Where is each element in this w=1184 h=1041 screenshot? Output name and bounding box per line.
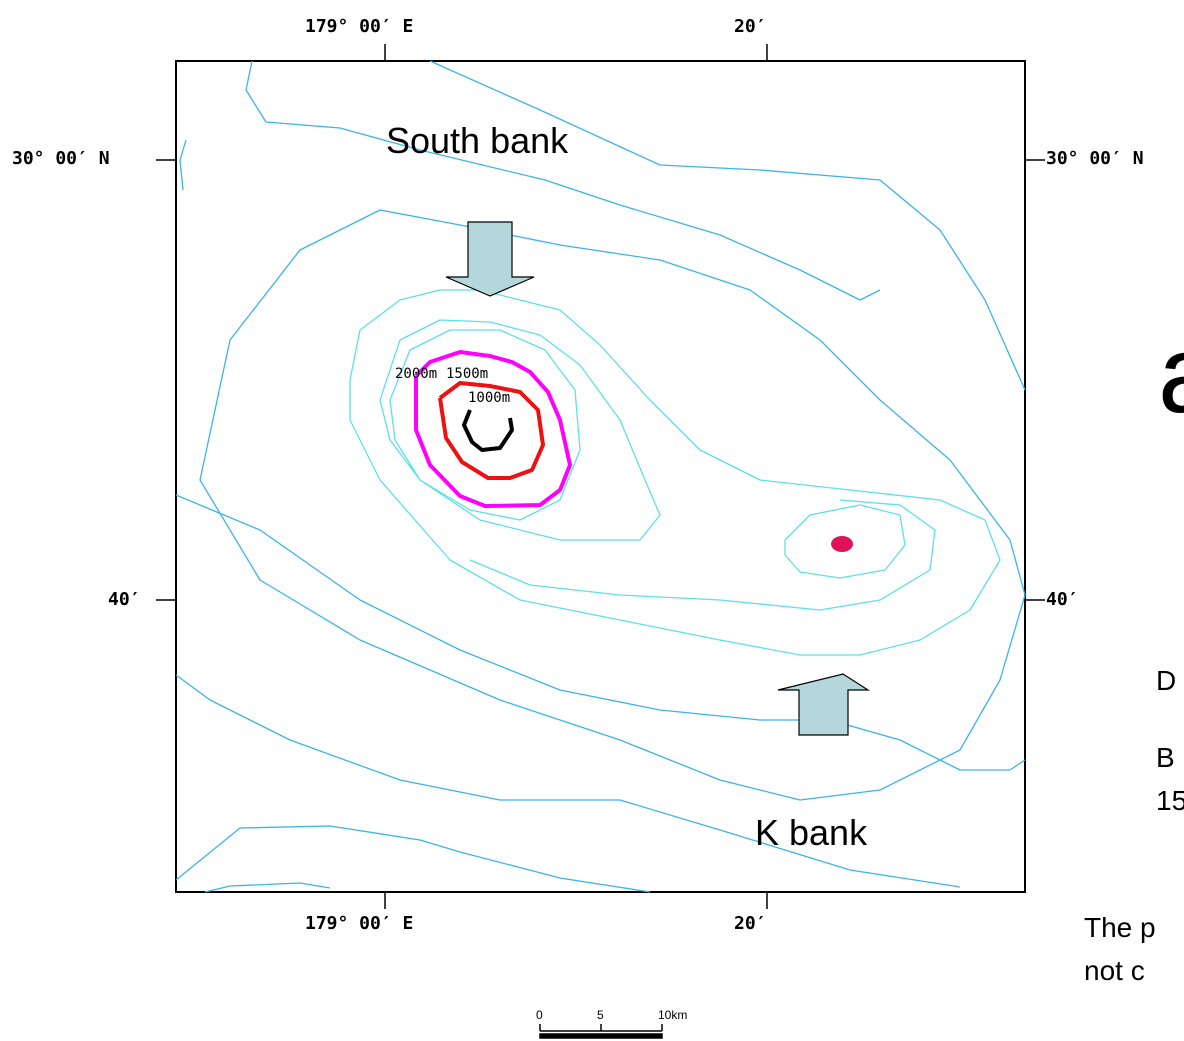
bottom-lon-label-1: 179° 00′ E <box>305 913 414 934</box>
top-lon-label-2: 20′ <box>734 16 767 37</box>
contour-top-left <box>245 60 881 301</box>
contour-ring-3 <box>379 319 661 541</box>
deep-contours <box>175 60 1026 893</box>
contours <box>175 60 1026 893</box>
contour-k-summit <box>784 504 906 579</box>
side-big-letter: a <box>1158 320 1184 430</box>
side-text-15: 15 <box>1156 785 1184 816</box>
contour-1000m <box>462 409 514 452</box>
contour-bottom-1 <box>175 825 651 893</box>
scale-label-0: 0 <box>536 1008 543 1022</box>
map-frame <box>175 60 1026 893</box>
left-lat-label-1: 30° 00′ N <box>12 148 110 169</box>
south-bank-label: South bank <box>386 120 569 161</box>
k-bank-arrow <box>777 673 871 736</box>
axis-ticks <box>156 44 1045 909</box>
contour-label-1500m: 1500m <box>446 366 489 382</box>
summit-dot <box>831 536 853 552</box>
contour-label-2000m: 2000m <box>395 366 438 382</box>
scale-label-10km: 10km <box>658 1008 688 1022</box>
contour-top-right <box>429 60 1026 391</box>
contour-ring-4 <box>389 329 581 521</box>
right-lat-label-2: 40′ <box>1046 589 1079 610</box>
scale-bar <box>539 1024 663 1039</box>
contour-right-k <box>829 719 1026 771</box>
side-text-b: B <box>1156 742 1175 773</box>
contour-ring-1 <box>199 209 1026 801</box>
contour-left-edge <box>179 139 187 191</box>
contour-lower-left <box>175 494 830 721</box>
south-bank-arrow <box>445 221 535 297</box>
side-text-the: The p <box>1084 912 1156 943</box>
contour-ring-2 <box>349 289 1001 656</box>
side-text-d: D <box>1156 665 1177 696</box>
contour-label-1000m: 1000m <box>468 390 511 406</box>
side-text-not: not c <box>1084 955 1145 986</box>
right-lat-label-1: 30° 00′ N <box>1046 148 1144 169</box>
scale-label-5: 5 <box>597 1008 604 1022</box>
bottom-lon-label-2: 20′ <box>734 913 767 934</box>
contour-1500m <box>438 381 545 480</box>
contour-lower-mid <box>175 674 961 888</box>
left-lat-label-2: 40′ <box>108 589 141 610</box>
contour-2000m <box>414 350 572 508</box>
k-bank-label: K bank <box>755 812 868 853</box>
contour-ring-5 <box>469 499 936 611</box>
contour-bottom-2 <box>204 882 331 893</box>
shallow-contours <box>349 289 1001 656</box>
top-lon-label-1: 179° 00′ E <box>305 16 414 37</box>
